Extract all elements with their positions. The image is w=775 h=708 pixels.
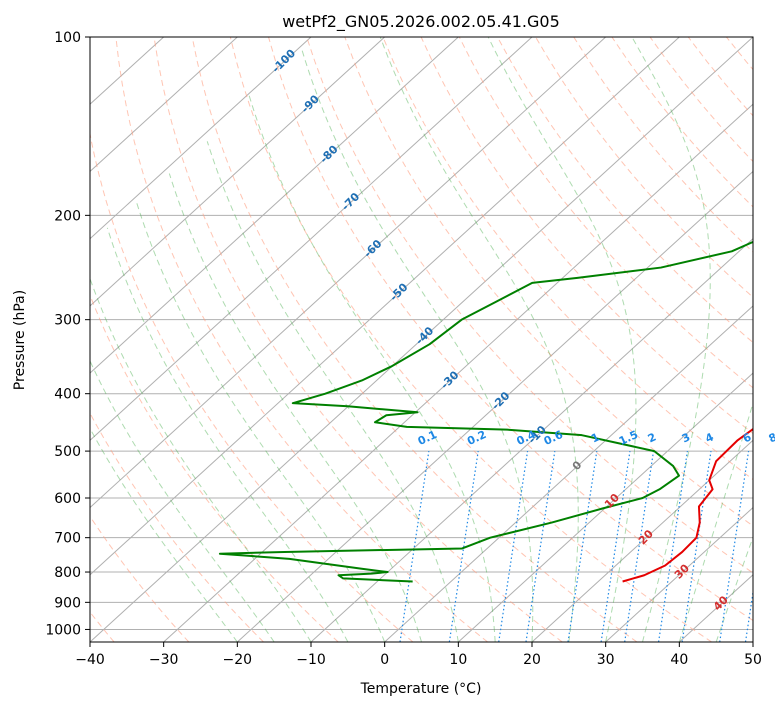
isotherm-line [90,37,238,173]
isotherm-line [90,37,607,509]
dry-adiabat [344,37,753,527]
y-tick-label: 800 [54,565,81,581]
moist-adiabat [301,49,534,642]
moist-adiabats [90,37,753,642]
x-tick-label: 0 [380,652,389,668]
x-axis: −40 −30 −20 −10 0 10 20 30 40 50 [75,642,762,668]
mixing-ratio-line [681,451,712,642]
moist-adiabat [90,359,275,642]
dry-adiabat [306,37,753,574]
dry-adiabat [229,37,712,642]
isotherm-line [90,37,312,240]
x-tick-label: 50 [744,652,762,668]
chart-title: wetPf2_GN05.2026.002.05.41.G05 [282,12,560,32]
temperature-profile [622,428,753,583]
dry-adiabat [90,412,264,642]
dry-adiabat [191,37,638,642]
x-tick-label: 40 [670,652,688,668]
moist-adiabat [715,535,753,642]
x-tick-label: −10 [296,652,326,668]
y-tick-label: 300 [54,313,81,329]
isotherm-line [384,305,753,642]
mixing-ratio-line [600,451,631,642]
y-tick-label: 1000 [45,622,81,638]
moist-adiabat [90,277,312,642]
x-tick-label: −40 [75,652,105,668]
moist-adiabat [379,37,579,642]
y-axis: 100 200 300 400 500 600 700 800 900 1000 [45,30,90,638]
mixing-ratio-line [567,451,598,642]
isotherm-line [310,237,753,642]
moist-adiabat [90,427,238,642]
y-tick-label: 200 [54,208,81,224]
moist-adiabat [136,201,386,642]
y-tick-label: 500 [54,444,81,460]
isotherm-line [90,37,459,374]
y-tick-label: 100 [54,30,81,46]
isotherm-grid [90,37,753,642]
dry-adiabat [90,131,414,642]
moist-adiabat [206,141,459,642]
isotherm-line [90,37,680,576]
isotherm-line [90,37,386,307]
dewpoint-profile [218,240,753,583]
mixing-ratio-line [525,451,556,642]
y-tick-label: 700 [54,531,81,547]
x-axis-title: Temperature (°C) [360,681,482,697]
plot-frame [89,36,754,643]
moist-adiabat [248,94,496,642]
y-tick-label: 400 [54,387,81,403]
mixing-ratio-label: 8 [767,430,775,445]
moist-adiabat [487,37,637,642]
dry-adiabat [153,37,563,642]
y-tick-label: 600 [54,491,81,507]
x-tick-label: −20 [223,652,253,668]
dry-adiabat [115,37,488,642]
moist-adiabat [168,173,422,642]
isotherm-line [163,103,753,642]
moist-adiabat [106,227,349,642]
isotherm-line [605,506,753,642]
isobar-grid [90,37,753,630]
dry-adiabat [268,37,753,622]
dry-adiabat [90,515,190,642]
mixing-ratio-line [498,451,529,642]
dry-adiabats [90,37,753,642]
isotherm-line [457,372,753,642]
mixing-ratio-line [624,451,655,642]
mixing-ratio-line [448,451,479,642]
mixing-ratio-line [719,451,750,642]
x-tick-label: 10 [449,652,467,668]
x-tick-label: 20 [523,652,541,668]
mixing-ratio-lines [399,451,753,642]
y-tick-label: 900 [54,595,81,611]
isotherm-line [236,170,753,642]
moist-adiabat [678,401,753,642]
moist-adiabat [631,37,711,642]
mixing-ratio-line [399,451,430,642]
dry-adiabat [90,293,339,642]
x-tick-label: 30 [597,652,615,668]
dry-adiabat [497,37,753,344]
x-tick-label: −30 [149,652,179,668]
y-axis-title: Pressure (hPa) [12,290,28,390]
sounding-series [218,240,753,583]
isotherm-line [531,439,753,642]
isotherm-line [90,37,533,442]
mixing-ratio-line [657,451,689,642]
dry-adiabat [535,37,753,298]
isotherm-line [90,37,753,642]
